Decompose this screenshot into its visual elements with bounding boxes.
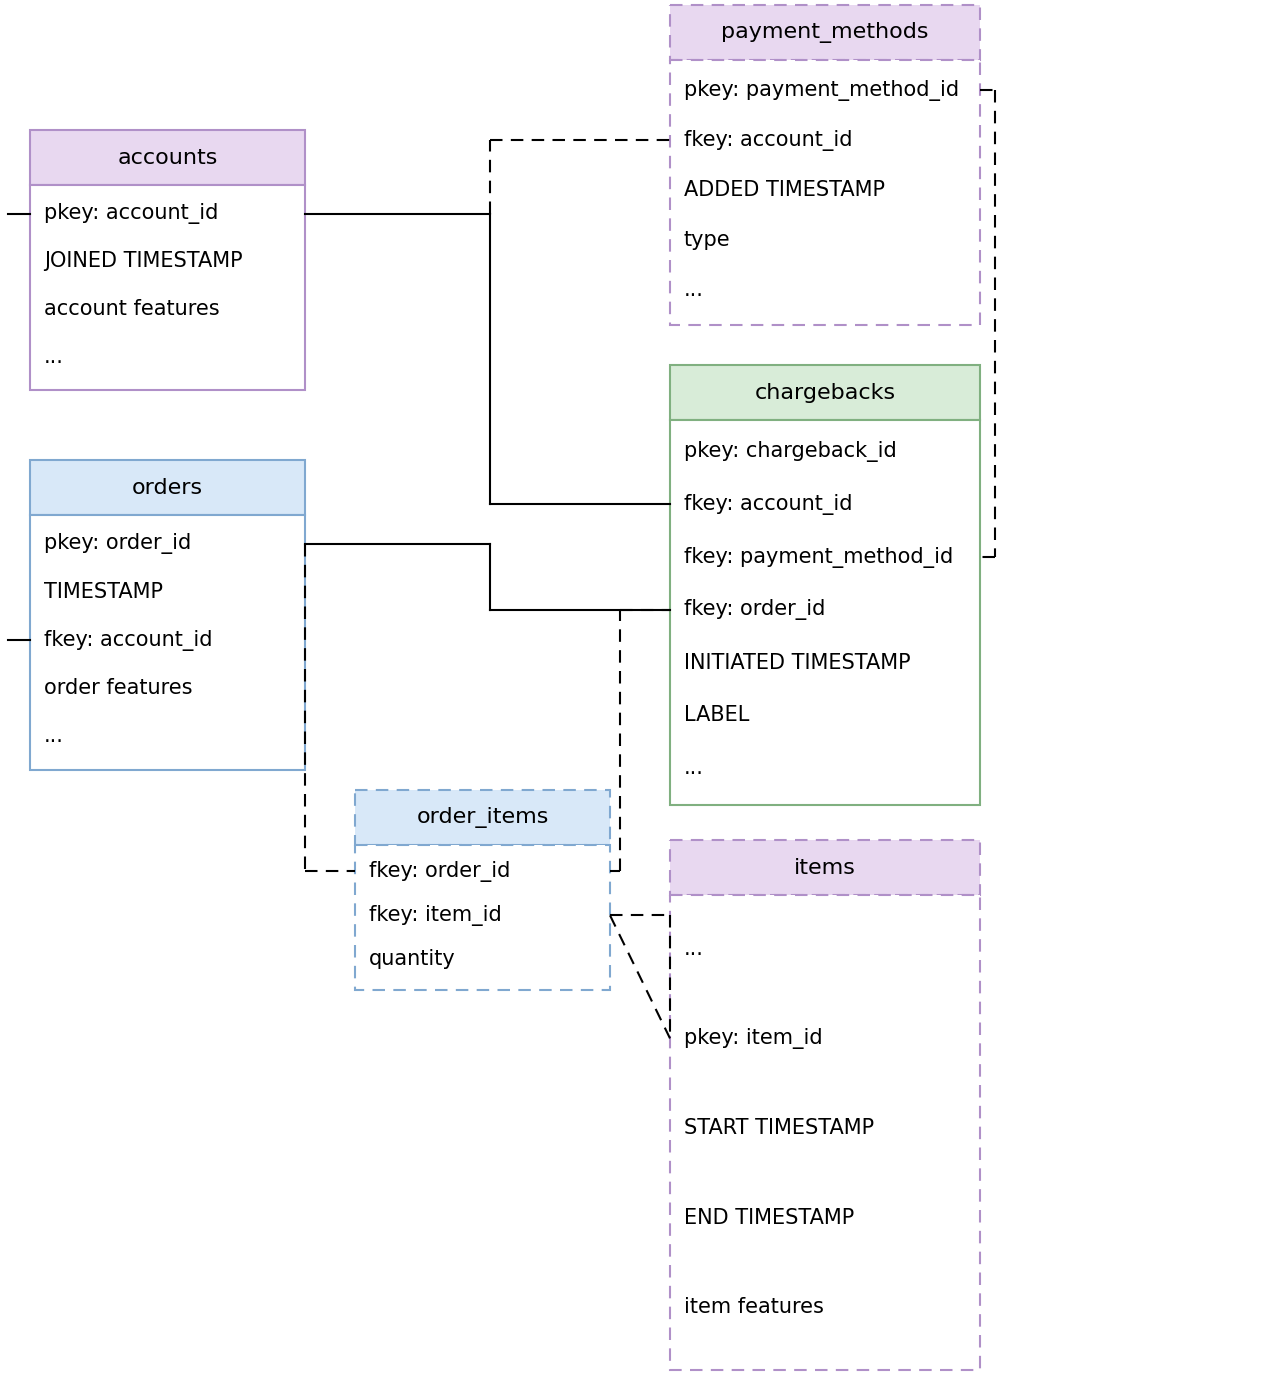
Text: fkey: item_id: fkey: item_id xyxy=(369,905,502,926)
Text: pkey: account_id: pkey: account_id xyxy=(44,203,219,224)
Text: type: type xyxy=(684,229,731,250)
Text: account features: account features xyxy=(44,299,220,319)
Text: orders: orders xyxy=(131,478,204,498)
Text: ...: ... xyxy=(684,281,704,300)
Bar xyxy=(670,420,980,804)
Text: fkey: account_id: fkey: account_id xyxy=(44,630,212,651)
Bar xyxy=(670,6,980,59)
Text: ...: ... xyxy=(44,727,64,746)
Text: START TIMESTAMP: START TIMESTAMP xyxy=(684,1118,875,1137)
Text: accounts: accounts xyxy=(118,148,217,167)
Text: END TIMESTAMP: END TIMESTAMP xyxy=(684,1208,854,1227)
Bar xyxy=(30,185,305,390)
Text: pkey: order_id: pkey: order_id xyxy=(44,533,191,554)
Text: INITIATED TIMESTAMP: INITIATED TIMESTAMP xyxy=(684,652,910,673)
Text: pkey: payment_method_id: pkey: payment_method_id xyxy=(684,80,959,101)
Bar xyxy=(355,791,611,844)
Bar xyxy=(30,460,305,515)
Bar xyxy=(670,840,980,896)
Text: TIMESTAMP: TIMESTAMP xyxy=(44,582,163,603)
Bar xyxy=(670,365,980,420)
Bar xyxy=(355,844,611,990)
Bar xyxy=(670,896,980,1370)
Text: ADDED TIMESTAMP: ADDED TIMESTAMP xyxy=(684,180,885,200)
Text: ...: ... xyxy=(684,759,704,778)
Text: ...: ... xyxy=(44,347,64,366)
Bar xyxy=(30,130,305,185)
Text: item features: item features xyxy=(684,1298,824,1317)
Text: pkey: chargeback_id: pkey: chargeback_id xyxy=(684,441,896,462)
Text: fkey: payment_method_id: fkey: payment_method_id xyxy=(684,547,953,568)
Text: quantity: quantity xyxy=(369,949,456,969)
Text: JOINED TIMESTAMP: JOINED TIMESTAMP xyxy=(44,252,243,271)
Text: order_items: order_items xyxy=(416,807,549,828)
Text: chargebacks: chargebacks xyxy=(755,383,896,402)
Text: payment_methods: payment_methods xyxy=(722,22,929,43)
Text: fkey: account_id: fkey: account_id xyxy=(684,130,852,151)
Text: fkey: order_id: fkey: order_id xyxy=(684,600,825,621)
Text: items: items xyxy=(794,857,856,878)
Text: fkey: account_id: fkey: account_id xyxy=(684,493,852,515)
Text: LABEL: LABEL xyxy=(684,705,750,726)
Bar xyxy=(30,515,305,770)
Bar xyxy=(670,59,980,325)
Text: order features: order features xyxy=(44,679,192,698)
Text: pkey: item_id: pkey: item_id xyxy=(684,1028,823,1049)
Text: fkey: order_id: fkey: order_id xyxy=(369,861,511,882)
Text: ...: ... xyxy=(684,938,704,959)
